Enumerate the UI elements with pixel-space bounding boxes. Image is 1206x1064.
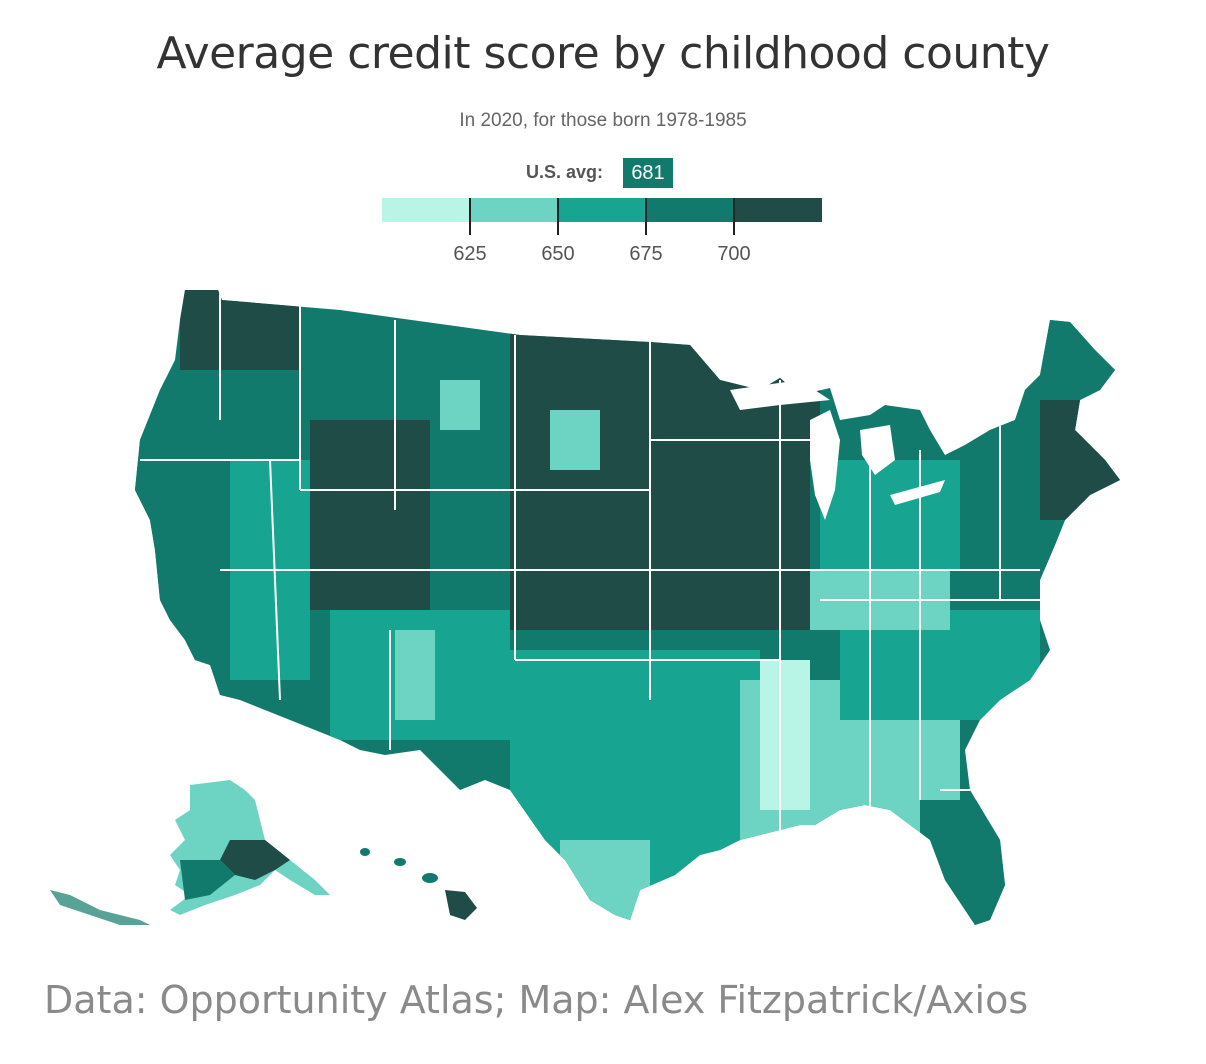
us-average: U.S. avg: 681 bbox=[0, 158, 1206, 188]
legend-swatch bbox=[558, 198, 646, 222]
legend-tick-label: 675 bbox=[629, 243, 663, 265]
us-average-label: U.S. avg: bbox=[526, 162, 604, 182]
lake-superior bbox=[730, 380, 830, 410]
chart-title: Average credit score by childhood county bbox=[156, 28, 1050, 79]
region-new-mexico-light bbox=[395, 630, 435, 720]
alaska-dark-section bbox=[220, 840, 290, 880]
legend-swatch bbox=[646, 198, 734, 222]
region-northwest bbox=[180, 290, 300, 370]
region-dakota-light bbox=[550, 410, 600, 470]
legend-tick bbox=[557, 198, 559, 235]
color-legend bbox=[382, 198, 822, 222]
legend-tick bbox=[733, 198, 735, 235]
legend-tick-label: 625 bbox=[453, 243, 487, 265]
legend-swatch bbox=[470, 198, 558, 222]
legend-tick bbox=[469, 198, 471, 235]
region-mountain bbox=[310, 420, 430, 610]
hawaii-region bbox=[360, 848, 477, 920]
county-choropleth-map bbox=[50, 290, 1120, 925]
region-new-england-dark bbox=[1040, 400, 1120, 520]
region-south-texas bbox=[560, 840, 650, 920]
region-north-central bbox=[510, 330, 810, 630]
legend-swatch bbox=[734, 198, 822, 222]
aleutian-islands bbox=[50, 890, 150, 925]
legend-tick-label: 700 bbox=[717, 243, 751, 265]
alaska-mid-section bbox=[180, 860, 235, 900]
lake-michigan bbox=[810, 410, 840, 520]
legend-swatch bbox=[382, 198, 470, 222]
lake-huron bbox=[860, 425, 895, 475]
hawaii-island-kauai bbox=[360, 848, 370, 856]
alaska-region bbox=[50, 780, 330, 925]
chart-subtitle: In 2020, for those born 1978-1985 bbox=[459, 110, 747, 131]
source-credit: Data: Opportunity Atlas; Map: Alex Fitzp… bbox=[44, 978, 1029, 1022]
hawaii-island-maui bbox=[422, 873, 438, 883]
region-mississippi-delta bbox=[760, 660, 810, 810]
region-midwest-east bbox=[820, 460, 970, 570]
legend-tick bbox=[645, 198, 647, 235]
contiguous-us-region bbox=[135, 290, 1120, 925]
state-boundaries bbox=[140, 290, 1050, 840]
us-average-value-badge: 681 bbox=[623, 158, 673, 188]
hawaii-island-oahu bbox=[394, 858, 406, 866]
region-florida bbox=[920, 800, 1020, 925]
region-montana-light bbox=[440, 380, 480, 430]
lake-erie bbox=[890, 480, 945, 505]
hawaii-island-big bbox=[445, 890, 477, 920]
legend-tick-label: 650 bbox=[541, 243, 575, 265]
region-pacific-coast bbox=[135, 380, 210, 680]
